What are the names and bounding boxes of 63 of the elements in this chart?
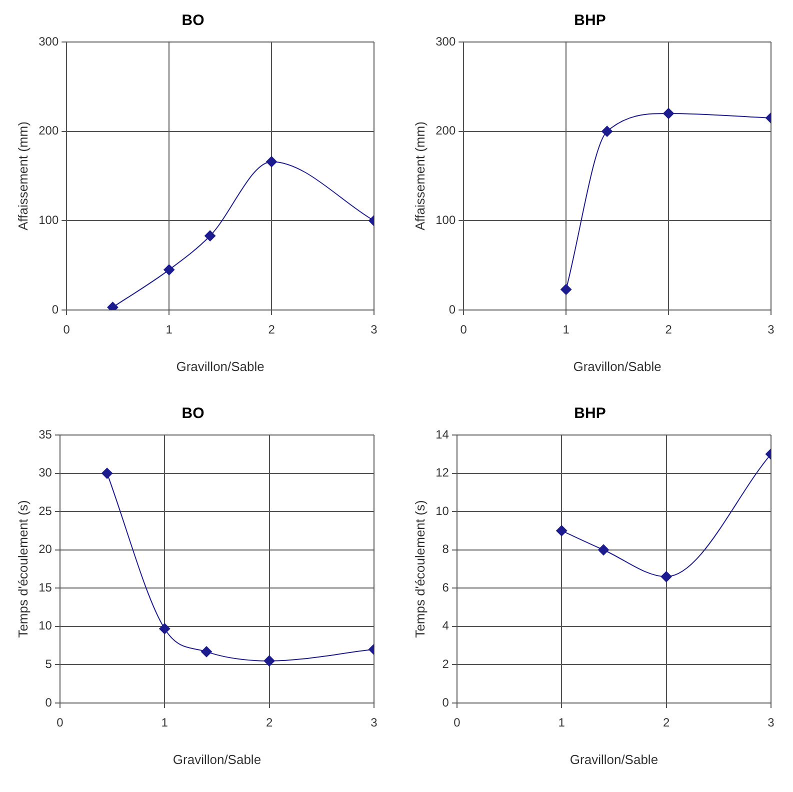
y-tick-label: 15 — [38, 580, 52, 594]
x-tick-label: 2 — [266, 716, 273, 730]
chart-title: BHP — [574, 12, 606, 30]
point — [201, 646, 212, 658]
y-tick-label: 35 — [38, 427, 52, 442]
point — [660, 571, 672, 582]
x-tick-label: 1 — [166, 322, 173, 337]
x-tick-label: 0 — [63, 322, 70, 337]
x-tick-label: 2 — [662, 716, 670, 730]
x-tick-label: 3 — [768, 716, 775, 730]
y-tick-label: 0 — [52, 302, 59, 316]
point — [663, 108, 674, 119]
x-tick-label: 3 — [370, 322, 378, 337]
chart-title: BHP — [574, 405, 606, 422]
y-tick-label: 300 — [436, 34, 456, 48]
x-axis-title: Gravillon/Sable — [176, 358, 264, 374]
y-tick-label: 14 — [436, 427, 450, 442]
y-tick-label: 0 — [448, 302, 456, 316]
point — [556, 525, 568, 536]
y-tick-label: 4 — [442, 618, 450, 633]
point — [264, 655, 275, 666]
y-tick-label: 6 — [442, 580, 450, 594]
y-tick-label: 20 — [38, 542, 52, 556]
y-axis-title: Affaissement (mm) — [412, 122, 428, 230]
x-tick-label: 1 — [558, 716, 566, 730]
x-axis-title: Gravillon/Sable — [573, 358, 662, 374]
y-tick-label: 0 — [442, 695, 450, 710]
y-tick-label: 300 — [38, 34, 59, 48]
y-axis-title: Temps d'écoulement (s) — [15, 500, 30, 638]
x-tick-label: 3 — [768, 322, 775, 337]
point — [602, 126, 613, 137]
y-tick-label: 100 — [436, 212, 456, 227]
y-tick-label: 10 — [38, 618, 52, 633]
x-tick-label: 1 — [562, 322, 570, 337]
y-tick-label: 100 — [38, 212, 59, 227]
x-tick-label: 2 — [665, 322, 672, 337]
y-axis-title: Affaissement (mm) — [15, 122, 30, 230]
point — [204, 230, 216, 242]
point — [159, 623, 170, 634]
point — [164, 264, 175, 276]
y-tick-label: 5 — [45, 657, 52, 672]
point — [102, 468, 113, 479]
y-tick-label: 12 — [436, 466, 450, 480]
point — [560, 284, 572, 295]
y-tick-label: 10 — [436, 504, 450, 518]
y-tick-label: 2 — [442, 657, 450, 672]
y-axis-title: Temps d'écoulement (s) — [412, 500, 428, 638]
x-axis-title: Gravillon/Sable — [172, 752, 262, 767]
point — [598, 544, 610, 556]
y-tick-label: 0 — [45, 695, 52, 710]
x-tick-label: 0 — [460, 322, 468, 337]
x-tick-label: 3 — [370, 716, 378, 730]
x-tick-label: 2 — [268, 322, 276, 337]
y-tick-label: 200 — [38, 124, 59, 138]
chart-title: BO — [182, 405, 205, 422]
y-tick-label: 30 — [38, 466, 52, 480]
point — [266, 156, 278, 168]
chart-title: BO — [182, 12, 205, 30]
y-tick-label: 8 — [442, 542, 450, 556]
y-tick-label: 25 — [38, 504, 52, 518]
x-tick-label: 1 — [161, 716, 168, 730]
y-tick-label: 200 — [436, 124, 456, 138]
x-axis-title: Gravillon/Sable — [570, 752, 658, 767]
